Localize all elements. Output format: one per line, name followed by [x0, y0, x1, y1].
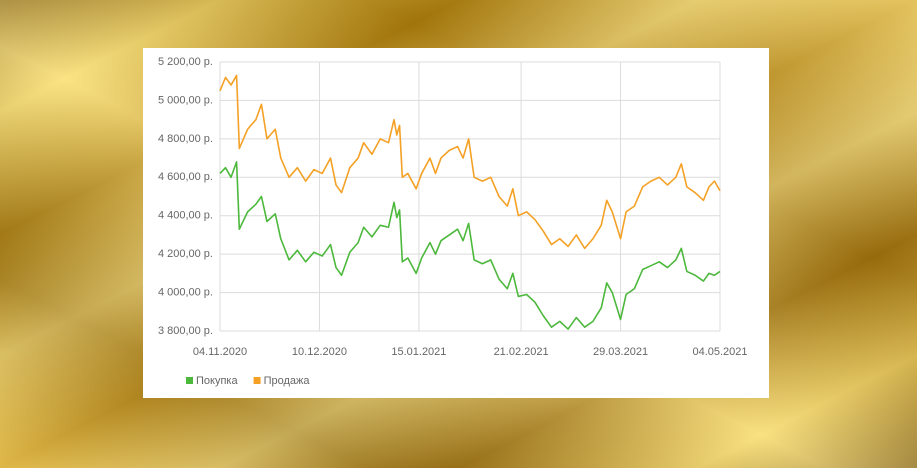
x-tick-label: 04.11.2020 — [193, 346, 247, 358]
series-line — [219, 74, 721, 250]
y-tick-label: 5 000,00 р. — [158, 94, 213, 106]
x-tick-label: 15.01.2021 — [391, 346, 446, 358]
legend-swatch — [253, 377, 261, 384]
y-tick-label: 4 800,00 р. — [158, 133, 213, 145]
x-tick-label: 29.03.2021 — [593, 346, 648, 358]
y-tick-label: 4 400,00 р. — [158, 210, 213, 222]
legend-label: Покупка — [196, 375, 238, 387]
x-tick-label: 04.05.2021 — [692, 346, 747, 358]
chart-panel — [143, 48, 769, 398]
y-tick-label: 3 800,00 р. — [158, 325, 213, 337]
series-line — [219, 161, 721, 330]
y-tick-label: 5 200,00 р. — [158, 56, 213, 68]
plot: 3 800,00 р. 4 000,00 р. 4 200,00 р. 4 400,0… — [158, 56, 748, 387]
y-tick-label: 4 000,00 р. — [158, 286, 213, 298]
x-tick-label: 10.12.2020 — [292, 346, 347, 358]
y-tick-label: 4 200,00 р. — [158, 248, 213, 260]
x-tick-label: 21.02.2021 — [494, 346, 549, 358]
legend-label: Продажа — [264, 375, 311, 387]
y-tick-label: 4 600,00 р. — [158, 171, 213, 183]
legend-swatch — [186, 377, 193, 384]
